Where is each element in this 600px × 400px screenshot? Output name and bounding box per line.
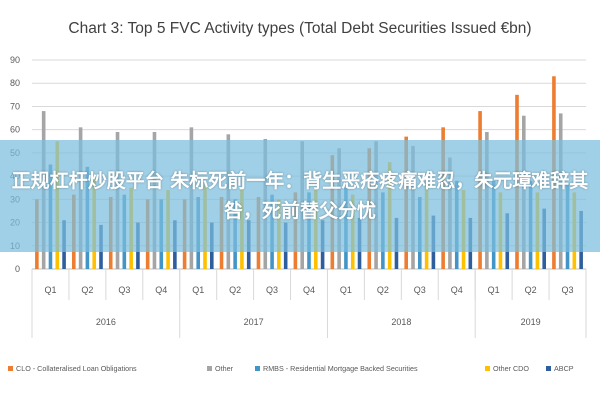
y-tick-label: 70 — [10, 101, 20, 111]
x-axis: Q1 Q2 Q3 Q4 Q1 Q2 Q3 Q4 Q1 Q2 Q3 Q4 Q1 Q2 Q3 2016 2017 20… — [31, 269, 587, 338]
y-tick-label: 80 — [10, 78, 20, 88]
watermark-text: 正规杠杆炒股平台 朱标死前一年：背生恶疮疼痛难忍，朱元璋难辞其咎，死前替父分忧 — [11, 170, 589, 222]
x-tick-label: Q3 — [118, 285, 130, 295]
x-tick-label: Q1 — [192, 285, 204, 295]
x-tick-label: Q2 — [525, 285, 537, 295]
legend-label: ABCP — [554, 364, 574, 373]
y-tick-label: 90 — [10, 55, 20, 65]
legend-swatch — [485, 366, 490, 371]
x-tick-label: Q1 — [488, 285, 500, 295]
x-tick-label: Q4 — [303, 285, 315, 295]
legend-swatch — [546, 366, 551, 371]
legend-swatch — [255, 366, 260, 371]
chart-title: Chart 3: Top 5 FVC Activity types (Total… — [68, 20, 531, 37]
legend-label: Other CDO — [493, 364, 529, 373]
x-tick-label: Q1 — [340, 285, 352, 295]
x-tick-label: Q4 — [451, 285, 463, 295]
legend-label: Other — [215, 364, 234, 373]
legend: CLO - Collateralised Loan Obligations Oth… — [8, 364, 574, 373]
x-tick-label: Q3 — [414, 285, 426, 295]
x-tick-label: Q1 — [44, 285, 56, 295]
watermark-banner: 正规杠杆炒股平台 朱标死前一年：背生恶疮疼痛难忍，朱元璋难辞其咎，死前替父分忧 — [0, 140, 600, 252]
x-tick-label: Q4 — [155, 285, 167, 295]
y-tick-label: 0 — [15, 264, 20, 274]
legend-swatch — [207, 366, 212, 371]
x-tick-label: Q3 — [562, 285, 574, 295]
x-group-label: 2017 — [244, 317, 264, 327]
legend-label: RMBS - Residential Mortgage Backed Secur… — [263, 364, 418, 373]
x-tick-label: Q3 — [266, 285, 278, 295]
y-tick-label: 60 — [10, 125, 20, 135]
x-group-label: 2018 — [391, 317, 411, 327]
x-group-label: 2019 — [521, 317, 541, 327]
x-tick-label: Q2 — [229, 285, 241, 295]
x-tick-label: Q2 — [377, 285, 389, 295]
legend-swatch — [8, 366, 13, 371]
x-group-label: 2016 — [96, 317, 116, 327]
x-tick-label: Q2 — [81, 285, 93, 295]
legend-label: CLO - Collateralised Loan Obligations — [16, 364, 137, 373]
